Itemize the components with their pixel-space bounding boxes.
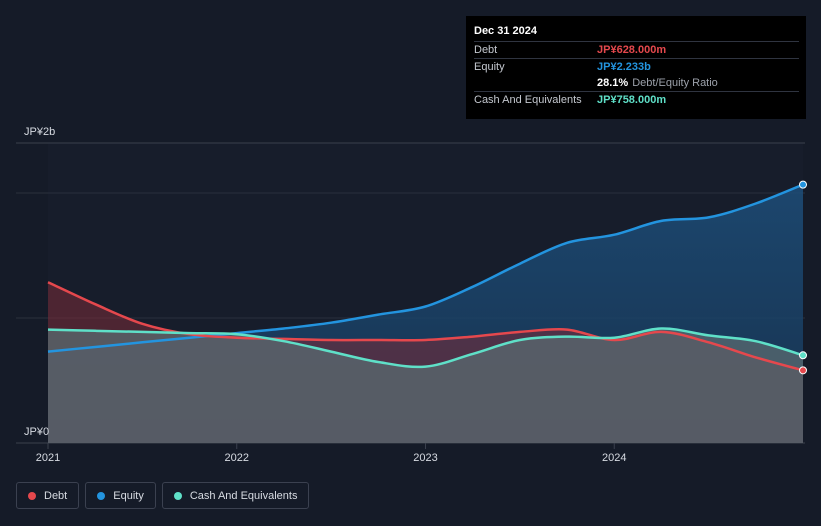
- legend-item-cash[interactable]: Cash And Equivalents: [161, 482, 310, 509]
- data-tooltip: Dec 31 2024 Debt JP¥628.000m Equity JP¥2…: [466, 16, 806, 119]
- cash-and-equivalents-area: [48, 328, 803, 443]
- chart-legend: Debt Equity Cash And Equivalents: [16, 482, 310, 509]
- equity-dot-icon: [97, 491, 106, 500]
- x-tick-label-2023: 2023: [413, 452, 437, 464]
- tooltip-row-debt: Debt JP¥628.000m: [474, 41, 799, 58]
- debt-end-marker: [799, 366, 807, 375]
- tooltip-row-cash: Cash And Equivalents JP¥758.000m: [474, 91, 799, 108]
- x-tick-label-2021: 2021: [36, 452, 60, 464]
- equity-line: [47, 183, 804, 353]
- tooltip-cash-value: JP¥758.000m: [597, 94, 667, 106]
- tooltip-debt-label: Debt: [474, 44, 498, 56]
- y-tick-label: JP¥0: [24, 426, 49, 438]
- tooltip-row-ratio: 28.1% Debt/Equity Ratio: [474, 75, 799, 91]
- tooltip-row-equity: Equity JP¥2.233b: [474, 58, 799, 75]
- legend-item-equity[interactable]: Equity: [85, 482, 156, 509]
- tooltip-equity-value: JP¥2.233b: [597, 61, 651, 73]
- cash-and-equivalents-line: [47, 327, 804, 369]
- legend-debt-label: Debt: [44, 489, 68, 502]
- tooltip-ratio-value: 28.1%: [597, 77, 629, 89]
- debt-dot-icon: [28, 491, 36, 500]
- tooltip-ratio-label: Debt/Equity Ratio: [632, 77, 718, 89]
- equity-end-marker: [799, 180, 807, 189]
- cash-dot-icon: [173, 491, 182, 500]
- x-tick-label-2022: 2022: [225, 452, 249, 464]
- tooltip-debt-value: JP¥628.000m: [597, 44, 667, 56]
- legend-equity-label: Equity: [113, 489, 144, 502]
- y-tick-label: JP¥2b: [24, 126, 55, 138]
- legend-item-debt[interactable]: Debt: [16, 482, 80, 509]
- tooltip-ratio-spacer: [474, 75, 597, 91]
- legend-cash-label: Cash And Equivalents: [189, 489, 298, 502]
- tooltip-cash-label: Cash And Equivalents: [474, 94, 582, 106]
- x-tick-label-2024: 2024: [602, 452, 626, 464]
- cash-and-equivalents-end-marker: [799, 351, 807, 360]
- tooltip-date: Dec 31 2024: [474, 25, 537, 37]
- tooltip-equity-label: Equity: [474, 61, 505, 73]
